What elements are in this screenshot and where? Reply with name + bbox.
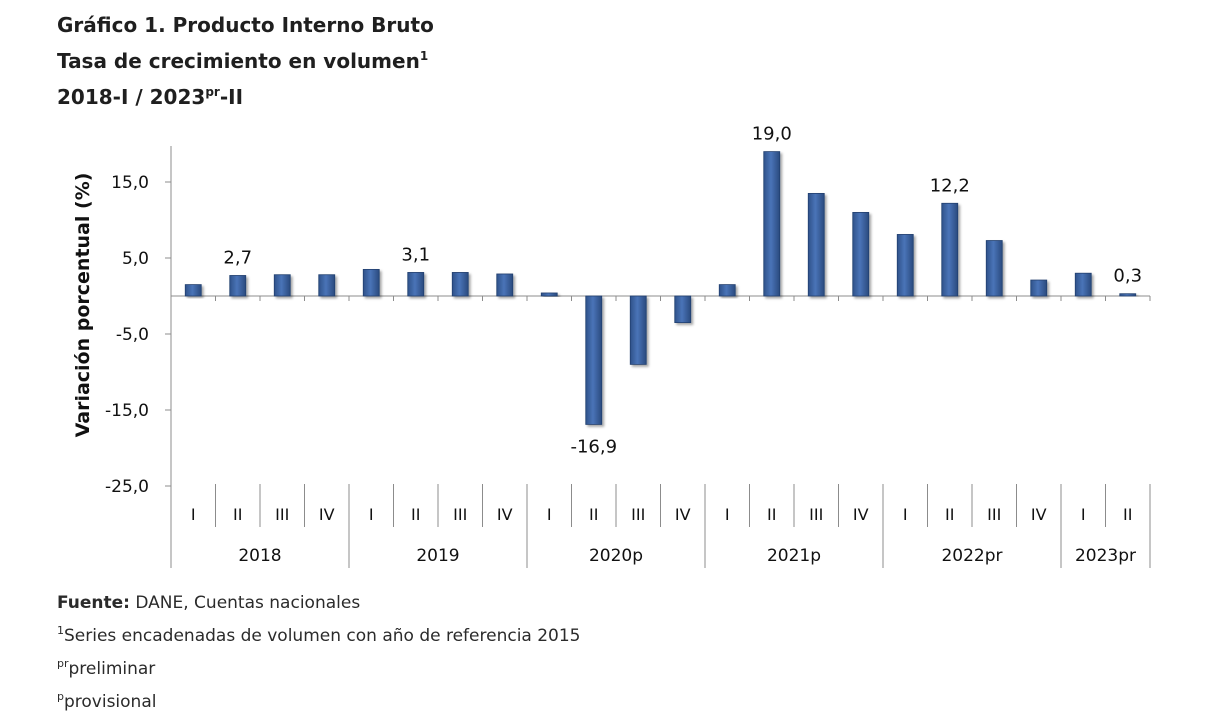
x-category-label: II xyxy=(945,505,954,524)
footnote-3-marker: p xyxy=(57,690,64,703)
x-category-label: I xyxy=(1081,505,1086,524)
bar-chart: 15,0 5,0 -5,0 -15,0 -25,0 Variación porcentua… xyxy=(72,124,1151,568)
x-category-label: IV xyxy=(319,505,335,524)
x-group-label: 2021p xyxy=(767,546,821,566)
x-group-label: 2018 xyxy=(238,546,281,566)
y-tick-label: 15,0 xyxy=(111,173,149,193)
data-label: 2,7 xyxy=(223,247,252,268)
y-axis-label: Variación porcentual (%) xyxy=(72,173,94,438)
data-label: 3,1 xyxy=(401,244,430,265)
bar xyxy=(763,151,781,297)
title-line-2-text: Tasa de crecimiento en volumen xyxy=(57,49,420,73)
y-tick-label: -15,0 xyxy=(105,401,149,421)
x-group-label: 2020p xyxy=(589,546,643,566)
x-category-label: II xyxy=(767,505,776,524)
bars xyxy=(184,151,1137,425)
source-text: DANE, Cuentas nacionales xyxy=(129,593,361,613)
y-tick-label: -25,0 xyxy=(105,477,149,497)
title-period-end: -II xyxy=(219,85,244,109)
footnote-2-text: preliminar xyxy=(68,659,156,679)
title-line-1: Gráfico 1. Producto Interno Bruto xyxy=(57,13,434,37)
footnote-3-text: provisional xyxy=(63,692,157,712)
chart-footer: Fuente: DANE, Cuentas nacionales 1Series… xyxy=(57,589,581,716)
bar xyxy=(896,234,914,297)
labels: 15,0 5,0 -5,0 -15,0 -25,0 Variación porcentua… xyxy=(72,124,1142,566)
x-group-label: 2022pr xyxy=(941,546,1002,566)
source-label: Fuente: xyxy=(57,593,130,613)
bar xyxy=(318,274,336,297)
footnote-2: prpreliminar xyxy=(57,650,581,683)
bar xyxy=(985,240,1003,297)
bar xyxy=(585,295,603,425)
chart-title: Gráfico 1. Producto Interno Bruto Tasa d… xyxy=(57,10,434,113)
bar xyxy=(362,268,380,297)
x-category-label: I xyxy=(191,505,196,524)
axes xyxy=(165,146,1151,568)
x-category-label: I xyxy=(725,505,730,524)
x-group-label: 2019 xyxy=(416,546,459,566)
title-period-start: 2018-I / 2023 xyxy=(57,85,206,109)
title-line-2: Tasa de crecimiento en volumen1 xyxy=(57,41,434,77)
bar xyxy=(1030,279,1048,297)
data-label: 19,0 xyxy=(752,124,792,145)
bar xyxy=(718,284,736,297)
title-period-superscript: pr xyxy=(205,85,220,99)
data-label: 12,2 xyxy=(930,175,970,196)
x-category-label: III xyxy=(453,505,467,524)
bar xyxy=(852,211,870,297)
x-category-label: III xyxy=(809,505,823,524)
bar xyxy=(407,272,425,297)
title-line-2-superscript: 1 xyxy=(419,49,429,63)
x-category-label: IV xyxy=(853,505,869,524)
bar xyxy=(807,192,825,297)
bar xyxy=(540,292,558,297)
bar xyxy=(496,273,514,297)
bar xyxy=(1074,272,1092,297)
x-category-label: IV xyxy=(497,505,513,524)
x-category-label: I xyxy=(903,505,908,524)
x-category-label: II xyxy=(589,505,598,524)
x-category-label: III xyxy=(631,505,645,524)
data-label: 0,3 xyxy=(1113,266,1142,287)
title-line-3: 2018-I / 2023pr-II xyxy=(57,77,434,113)
y-tick-label: -5,0 xyxy=(116,325,149,345)
footnote-3: pprovisional xyxy=(57,683,581,716)
bar xyxy=(184,284,202,297)
y-tick-label: 5,0 xyxy=(122,249,149,269)
x-category-label: I xyxy=(547,505,552,524)
x-category-label: III xyxy=(275,505,289,524)
footnote-1-text: Series encadenadas de volumen con año de… xyxy=(64,626,581,646)
x-category-label: II xyxy=(233,505,242,524)
x-category-label: I xyxy=(369,505,374,524)
data-label: -16,9 xyxy=(570,436,617,457)
x-category-label: IV xyxy=(675,505,691,524)
bar xyxy=(629,295,647,365)
footnote-1: 1Series encadenadas de volumen con año d… xyxy=(57,617,581,650)
x-category-label: III xyxy=(987,505,1001,524)
bar xyxy=(941,202,959,297)
footnote-1-marker: 1 xyxy=(57,624,64,637)
bar xyxy=(229,275,247,297)
x-group-label: 2023pr xyxy=(1075,546,1136,566)
bar xyxy=(1119,293,1137,297)
x-category-label: II xyxy=(1123,505,1132,524)
bar xyxy=(273,274,291,297)
source-note: Fuente: DANE, Cuentas nacionales xyxy=(57,589,581,617)
footnote-2-marker: pr xyxy=(57,657,69,670)
bar xyxy=(451,272,469,297)
x-category-label: II xyxy=(411,505,420,524)
bar xyxy=(674,295,692,324)
x-category-label: IV xyxy=(1031,505,1047,524)
